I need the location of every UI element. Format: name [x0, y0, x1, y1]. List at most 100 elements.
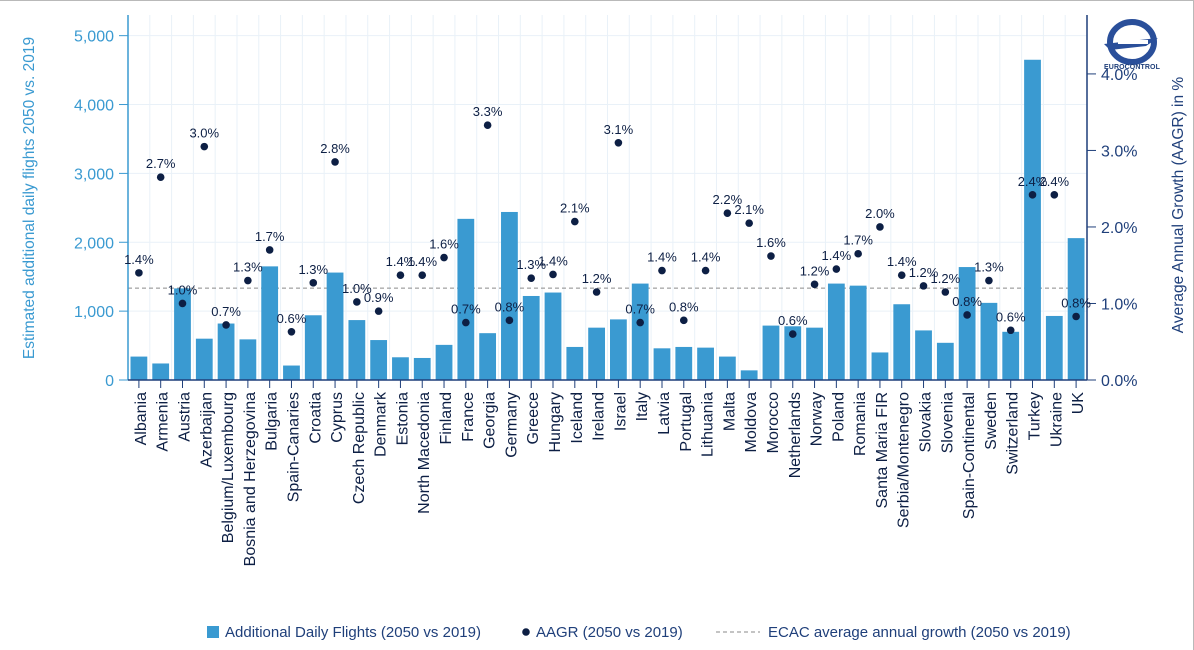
aagr-data-label: 1.7%	[843, 233, 873, 248]
aagr-data-label: 1.3%	[233, 260, 263, 275]
aagr-data-label: 2.1%	[734, 202, 764, 217]
aagr-data-label: 0.6%	[277, 311, 307, 326]
aagr-point	[1006, 326, 1015, 335]
aagr-point	[135, 269, 143, 277]
aagr-data-label: 1.2%	[909, 265, 939, 280]
aagr-point	[309, 279, 318, 287]
x-axis-category-label: Croatia	[307, 392, 324, 444]
bar	[610, 319, 627, 380]
legend-label-ecac: ECAC average annual growth (2050 vs 2019…	[768, 624, 1071, 641]
legend-swatch-bars	[207, 626, 219, 638]
aagr-data-label: 1.4%	[407, 254, 437, 269]
aagr-point	[396, 271, 405, 279]
aagr-data-label: 2.4%	[1039, 174, 1069, 189]
aagr-data-label: 1.2%	[800, 263, 830, 278]
aagr-point	[287, 327, 296, 336]
x-axis-category-label: Cyprus	[329, 392, 346, 443]
bar	[479, 333, 497, 380]
aagr-data-label: 1.4%	[647, 250, 677, 265]
aagr-point	[876, 223, 884, 231]
x-axis-category-label: Poland	[830, 392, 847, 442]
bar	[827, 283, 845, 380]
aagr-data-label: 1.4%	[538, 253, 568, 268]
x-axis-category-label: Portugal	[678, 392, 695, 452]
eurocontrol-logo-icon	[1104, 19, 1158, 65]
left-axis-tick-label: 2,000	[74, 235, 114, 252]
x-axis-category-label: Italy	[634, 392, 651, 421]
right-axis-tick-label: 0.0%	[1101, 373, 1137, 390]
x-axis-category-label: Spain-Continental	[961, 392, 978, 519]
y-right-axis-title: Average Annual Growth (AAGR) in %	[1170, 77, 1187, 334]
aagr-point	[549, 270, 557, 279]
x-axis-category-label: Malta	[721, 392, 738, 431]
bar	[653, 348, 671, 380]
aagr-point	[374, 307, 383, 315]
aagr-point	[571, 217, 579, 226]
bar	[522, 295, 540, 380]
right-axis-tick-label: 2.0%	[1101, 220, 1137, 237]
aagr-point	[658, 266, 666, 275]
aagr-point	[636, 318, 644, 327]
aagr-point	[854, 249, 862, 258]
x-axis-category-label: Netherlands	[787, 392, 804, 478]
x-axis-category-label: Belgium/Luxembourg	[220, 392, 237, 543]
aagr-point	[156, 173, 165, 182]
aagr-data-label: 1.3%	[298, 262, 328, 277]
aagr-point	[767, 252, 775, 260]
aagr-data-label: 1.6%	[429, 237, 459, 252]
bar	[915, 330, 932, 380]
x-axis-category-label: France	[460, 392, 477, 442]
aagr-data-label: 0.8%	[495, 299, 525, 314]
aagr-data-label: 2.2%	[713, 192, 743, 207]
bar	[697, 347, 714, 380]
bar	[326, 272, 344, 380]
aagr-point	[963, 311, 971, 319]
bar	[588, 327, 605, 380]
x-axis-category-label: North Macedonia	[416, 392, 433, 514]
bar	[1067, 238, 1085, 380]
bar	[1002, 331, 1020, 380]
bar	[239, 339, 257, 380]
left-axis-tick-label: 3,000	[74, 166, 114, 183]
left-axis-tick-label: 5,000	[74, 29, 114, 46]
aagr-data-label: 0.6%	[996, 309, 1026, 324]
aagr-data-label: 0.7%	[211, 304, 241, 319]
x-axis-category-label: Greece	[525, 392, 542, 445]
x-axis-category-label: Georgia	[482, 392, 499, 449]
aagr-point	[527, 274, 536, 283]
bar	[304, 315, 322, 380]
bar	[718, 356, 736, 380]
x-axis-category-label: Iceland	[569, 392, 586, 444]
bar	[849, 285, 867, 380]
bar	[936, 342, 954, 380]
x-axis-category-label: Germany	[503, 392, 520, 458]
legend-label-aagr: AAGR (2050 vs 2019)	[536, 624, 683, 641]
aagr-point	[244, 276, 252, 285]
aagr-data-label: 1.2%	[931, 271, 961, 286]
aagr-data-label: 1.4%	[887, 254, 917, 269]
bar	[413, 357, 431, 380]
aagr-point	[200, 142, 209, 151]
bar	[1045, 315, 1063, 380]
aagr-point	[919, 282, 928, 290]
aagr-data-label: 3.1%	[604, 122, 634, 137]
x-axis-category-label: Armenia	[155, 392, 172, 452]
bar	[392, 357, 409, 380]
aagr-point	[788, 330, 797, 338]
aagr-point	[418, 271, 427, 279]
x-axis-category-label: Switzerland	[1005, 392, 1022, 475]
aagr-data-label: 2.0%	[865, 206, 895, 221]
aagr-point	[897, 271, 906, 279]
x-axis-category-label: Ireland	[591, 392, 608, 441]
x-axis-category-label: Czech Republic	[351, 392, 368, 504]
bar	[435, 344, 453, 380]
aagr-point	[462, 318, 470, 327]
aagr-data-label: 2.8%	[320, 141, 350, 156]
bar	[195, 338, 213, 380]
aagr-data-label: 0.7%	[625, 302, 655, 317]
aagr-point	[265, 246, 274, 254]
left-axis-tick-label: 1,000	[74, 304, 114, 321]
x-axis-category-label: Hungary	[547, 392, 564, 452]
aagr-data-label: 1.3%	[974, 260, 1004, 275]
